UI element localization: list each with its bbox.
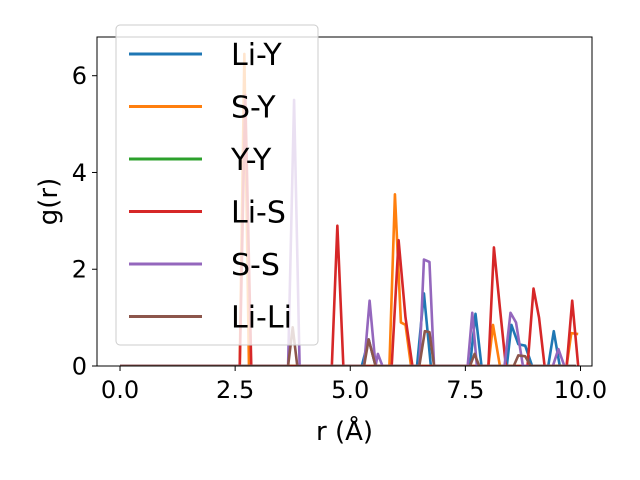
x-tick-label: 5.0: [331, 376, 369, 404]
x-axis: 0.0 2.5 5.0 7.5 10.0: [101, 366, 607, 404]
x-tick-label: 0.0: [101, 376, 139, 404]
legend-label-y-y: Y-Y: [230, 143, 272, 178]
series-line-li-li: [120, 325, 576, 366]
series-line-s-s: [120, 98, 576, 366]
y-tick-label: 6: [72, 62, 87, 90]
y-tick-label: 0: [72, 353, 87, 381]
legend: Li-Y S-Y Y-Y Li-S S-S Li-Li: [115, 24, 319, 346]
x-tick-label: 2.5: [216, 376, 254, 404]
series-line-li-s: [120, 93, 580, 366]
plot-frame: [96, 36, 593, 367]
x-tick-label: 10.0: [554, 376, 607, 404]
legend-label-li-y: Li-Y: [231, 38, 282, 73]
legend-label-s-s: S-S: [231, 248, 280, 283]
y-axis-label: g(r): [34, 178, 64, 225]
x-tick-label: 7.5: [446, 376, 484, 404]
y-tick-label: 2: [72, 256, 87, 284]
legend-label-s-y: S-Y: [231, 91, 276, 126]
legend-label-li-s: Li-S: [231, 196, 286, 231]
y-axis: 0 2 4 6: [72, 62, 97, 381]
legend-box: [115, 24, 319, 346]
x-axis-label: r (Å): [316, 415, 373, 447]
y-tick-label: 4: [72, 159, 87, 187]
legend-label-li-li: Li-Li: [231, 301, 292, 336]
